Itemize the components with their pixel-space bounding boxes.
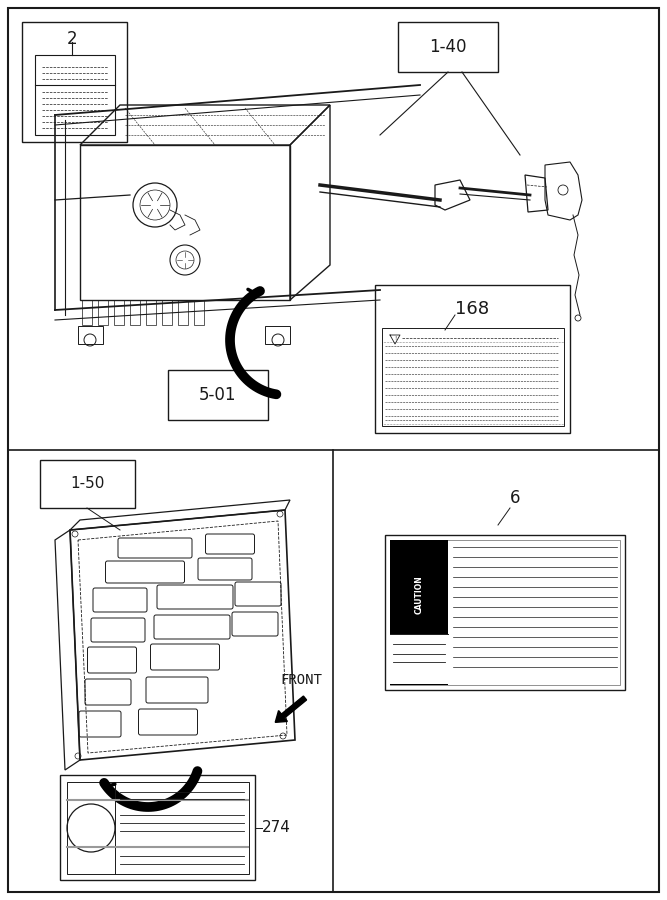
Bar xyxy=(67,782,249,874)
Bar xyxy=(80,145,290,300)
Bar xyxy=(114,300,124,325)
Bar xyxy=(375,285,570,433)
Bar xyxy=(390,634,448,684)
Bar xyxy=(60,775,255,880)
Bar xyxy=(82,300,92,325)
Text: FRONT: FRONT xyxy=(280,673,322,687)
Bar xyxy=(390,540,620,685)
Text: 5-01: 5-01 xyxy=(199,386,237,404)
Bar xyxy=(22,22,127,142)
Text: 168: 168 xyxy=(455,300,489,318)
Bar xyxy=(390,540,448,685)
Bar xyxy=(265,326,290,344)
Bar xyxy=(382,328,564,426)
Text: 1-50: 1-50 xyxy=(70,476,104,491)
Text: 2: 2 xyxy=(67,30,77,48)
Bar xyxy=(385,535,625,690)
Bar xyxy=(168,370,268,420)
Bar xyxy=(98,300,108,325)
Bar xyxy=(398,22,498,72)
Bar xyxy=(35,55,115,135)
Bar xyxy=(194,300,204,325)
Bar xyxy=(130,300,140,325)
Bar xyxy=(162,300,172,325)
Text: 1-40: 1-40 xyxy=(430,38,467,56)
Bar xyxy=(146,300,156,325)
Text: 274: 274 xyxy=(262,821,291,835)
Text: CAUTION: CAUTION xyxy=(414,576,424,615)
Bar xyxy=(178,300,188,325)
Text: !: ! xyxy=(394,336,396,340)
Bar xyxy=(40,460,135,508)
FancyArrow shape xyxy=(275,696,307,723)
Text: 6: 6 xyxy=(510,489,520,507)
Bar xyxy=(78,326,103,344)
